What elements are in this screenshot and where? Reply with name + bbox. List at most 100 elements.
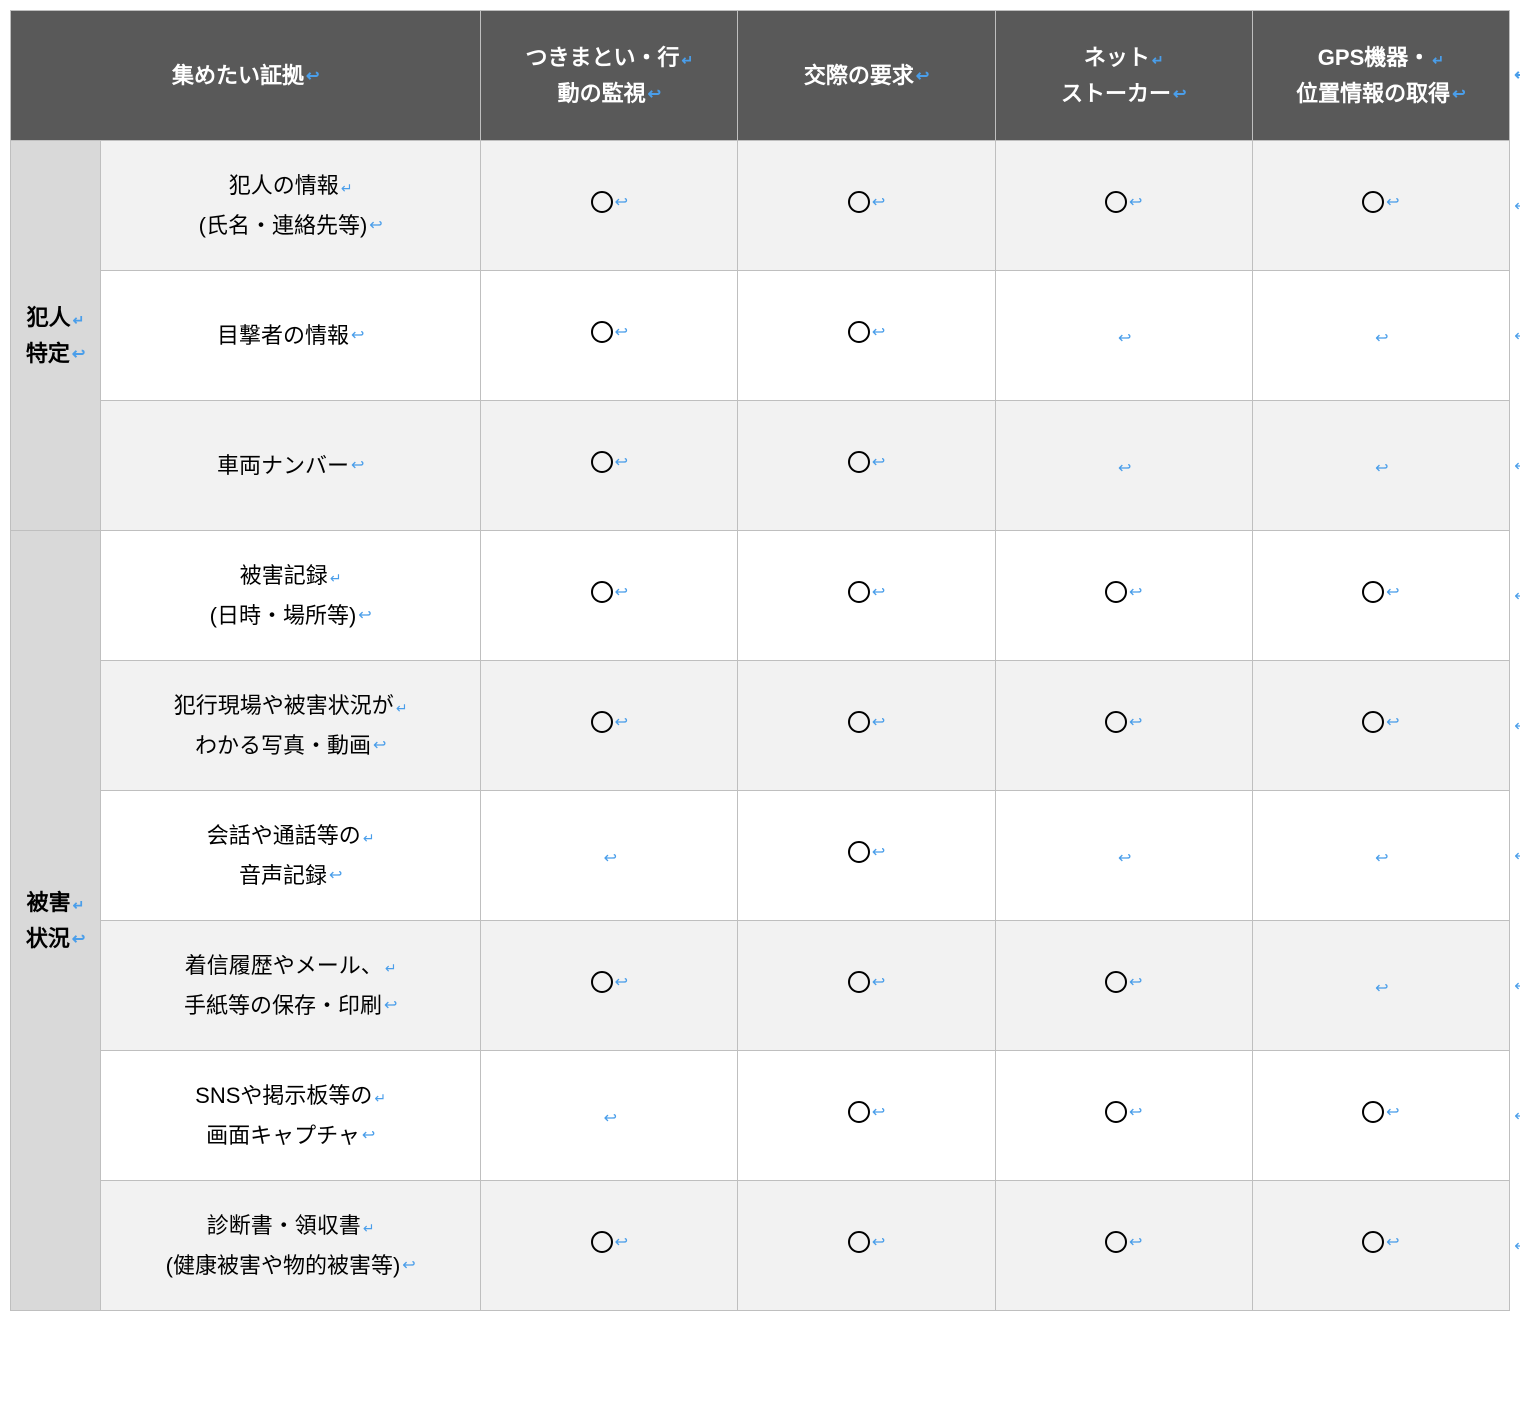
- row-label: SNSや掲示板等の↵画面キャプチャ↩: [101, 1051, 481, 1181]
- paragraph-mark: ↩: [872, 1232, 885, 1252]
- circle-mark: ↩: [1362, 1101, 1399, 1123]
- empty-cell: ↩: [1373, 978, 1388, 998]
- data-cell: ↩↩: [1252, 401, 1509, 531]
- data-cell: ↩↩: [1252, 271, 1509, 401]
- paragraph-mark: ↩: [615, 972, 628, 992]
- data-cell: ↩: [995, 141, 1252, 271]
- data-cell: ↩: [995, 661, 1252, 791]
- data-cell: ↩: [995, 791, 1252, 921]
- data-cell: ↩: [481, 791, 738, 921]
- category-cell: 被害↵状況↩: [11, 531, 101, 1311]
- empty-cell: ↩: [1116, 848, 1131, 868]
- data-cell: ↩↩: [1252, 661, 1509, 791]
- row-label: 被害記録↵(日時・場所等)↩: [101, 531, 481, 661]
- data-cell: ↩: [481, 1051, 738, 1181]
- circle-mark: ↩: [1362, 711, 1399, 733]
- table-row: 犯人↵特定↩犯人の情報↵(氏名・連絡先等)↩↩↩↩↩↩: [11, 141, 1510, 271]
- paragraph-mark: ↩: [1118, 458, 1131, 478]
- paragraph-mark: ↩: [1386, 1232, 1399, 1252]
- data-cell: ↩: [738, 531, 995, 661]
- linebreak-mark: ↵: [363, 1220, 375, 1236]
- paragraph-mark: ↩: [1129, 712, 1142, 732]
- paragraph-mark: ↩: [872, 322, 885, 342]
- row-label: 犯行現場や被害状況が↵わかる写真・動画↩: [101, 661, 481, 791]
- circle-mark: ↩: [591, 971, 628, 993]
- row-label: 着信履歴やメール、↵手紙等の保存・印刷↩: [101, 921, 481, 1051]
- paragraph-mark: ↩: [872, 1102, 885, 1122]
- header-col: ネット↵ストーカー↩: [995, 11, 1252, 141]
- paragraph-mark: ↩: [369, 212, 382, 241]
- paragraph-mark: ↩: [1513, 456, 1520, 476]
- linebreak-mark: ↵: [341, 180, 353, 196]
- data-cell: ↩: [738, 661, 995, 791]
- circle-mark: ↩: [591, 581, 628, 603]
- paragraph-mark: ↩: [1129, 192, 1142, 212]
- paragraph-mark: ↩: [1513, 326, 1520, 346]
- data-cell: ↩↩: [1252, 1051, 1509, 1181]
- table-row: 被害↵状況↩被害記録↵(日時・場所等)↩↩↩↩↩↩: [11, 531, 1510, 661]
- data-cell: ↩: [995, 401, 1252, 531]
- circle-mark: ↩: [848, 971, 885, 993]
- circle-mark: ↩: [1105, 1101, 1142, 1123]
- paragraph-mark: ↩: [1129, 582, 1142, 602]
- data-cell: ↩: [738, 921, 995, 1051]
- circle-mark: ↩: [848, 191, 885, 213]
- data-cell: ↩: [738, 141, 995, 271]
- circle-mark: ↩: [848, 451, 885, 473]
- table-row: SNSや掲示板等の↵画面キャプチャ↩↩↩↩↩↩: [11, 1051, 1510, 1181]
- circle-mark: ↩: [591, 1231, 628, 1253]
- paragraph-mark: ↩: [329, 862, 342, 891]
- paragraph-mark: ↩: [1513, 63, 1520, 89]
- linebreak-mark: ↵: [73, 897, 85, 913]
- paragraph-mark: ↩: [1513, 1236, 1520, 1256]
- data-cell: ↩↩: [1252, 1181, 1509, 1311]
- paragraph-mark: ↩: [1375, 978, 1388, 998]
- linebreak-mark: ↵: [385, 960, 397, 976]
- linebreak-mark: ↵: [374, 1090, 386, 1106]
- data-cell: ↩↩: [1252, 141, 1509, 271]
- circle-mark: ↩: [1362, 191, 1399, 213]
- paragraph-mark: ↩: [72, 927, 85, 953]
- table-row: 車両ナンバー↩↩↩↩↩↩: [11, 401, 1510, 531]
- paragraph-mark: ↩: [615, 452, 628, 472]
- circle-mark: ↩: [848, 1231, 885, 1253]
- empty-cell: ↩: [1373, 848, 1388, 868]
- circle-mark: ↩: [848, 711, 885, 733]
- header-col: つきまとい・行↵動の監視↩: [481, 11, 738, 141]
- circle-mark: ↩: [848, 321, 885, 343]
- paragraph-mark: ↩: [1375, 848, 1388, 868]
- paragraph-mark: ↩: [351, 452, 364, 481]
- data-cell: ↩↩: [1252, 791, 1509, 921]
- linebreak-mark: ↵: [1432, 52, 1444, 68]
- paragraph-mark: ↩: [1118, 848, 1131, 868]
- data-cell: ↩: [738, 791, 995, 921]
- paragraph-mark: ↩: [1513, 976, 1520, 996]
- row-label: 目撃者の情報↩: [101, 271, 481, 401]
- empty-cell: ↩: [602, 848, 617, 868]
- paragraph-mark: ↩: [1118, 328, 1131, 348]
- circle-mark: ↩: [1105, 711, 1142, 733]
- data-cell: ↩: [481, 141, 738, 271]
- linebreak-mark: ↵: [73, 312, 85, 328]
- data-cell: ↩: [995, 1051, 1252, 1181]
- paragraph-mark: ↩: [872, 972, 885, 992]
- linebreak-mark: ↵: [682, 52, 694, 68]
- linebreak-mark: ↵: [396, 700, 408, 716]
- table-row: 犯行現場や被害状況が↵わかる写真・動画↩↩↩↩↩↩: [11, 661, 1510, 791]
- row-label: 犯人の情報↵(氏名・連絡先等)↩: [101, 141, 481, 271]
- paragraph-mark: ↩: [1386, 192, 1399, 212]
- empty-cell: ↩: [1116, 328, 1131, 348]
- empty-cell: ↩: [602, 1108, 617, 1128]
- paragraph-mark: ↩: [615, 582, 628, 602]
- row-label: 診断書・領収書↵(健康被害や物的被害等)↩: [101, 1181, 481, 1311]
- data-cell: ↩: [995, 271, 1252, 401]
- linebreak-mark: ↵: [363, 830, 375, 846]
- data-cell: ↩: [995, 531, 1252, 661]
- data-cell: ↩: [995, 921, 1252, 1051]
- circle-mark: ↩: [1105, 1231, 1142, 1253]
- circle-mark: ↩: [848, 581, 885, 603]
- paragraph-mark: ↩: [1129, 1102, 1142, 1122]
- circle-mark: ↩: [848, 841, 885, 863]
- data-cell: ↩: [738, 271, 995, 401]
- data-cell: ↩↩: [1252, 531, 1509, 661]
